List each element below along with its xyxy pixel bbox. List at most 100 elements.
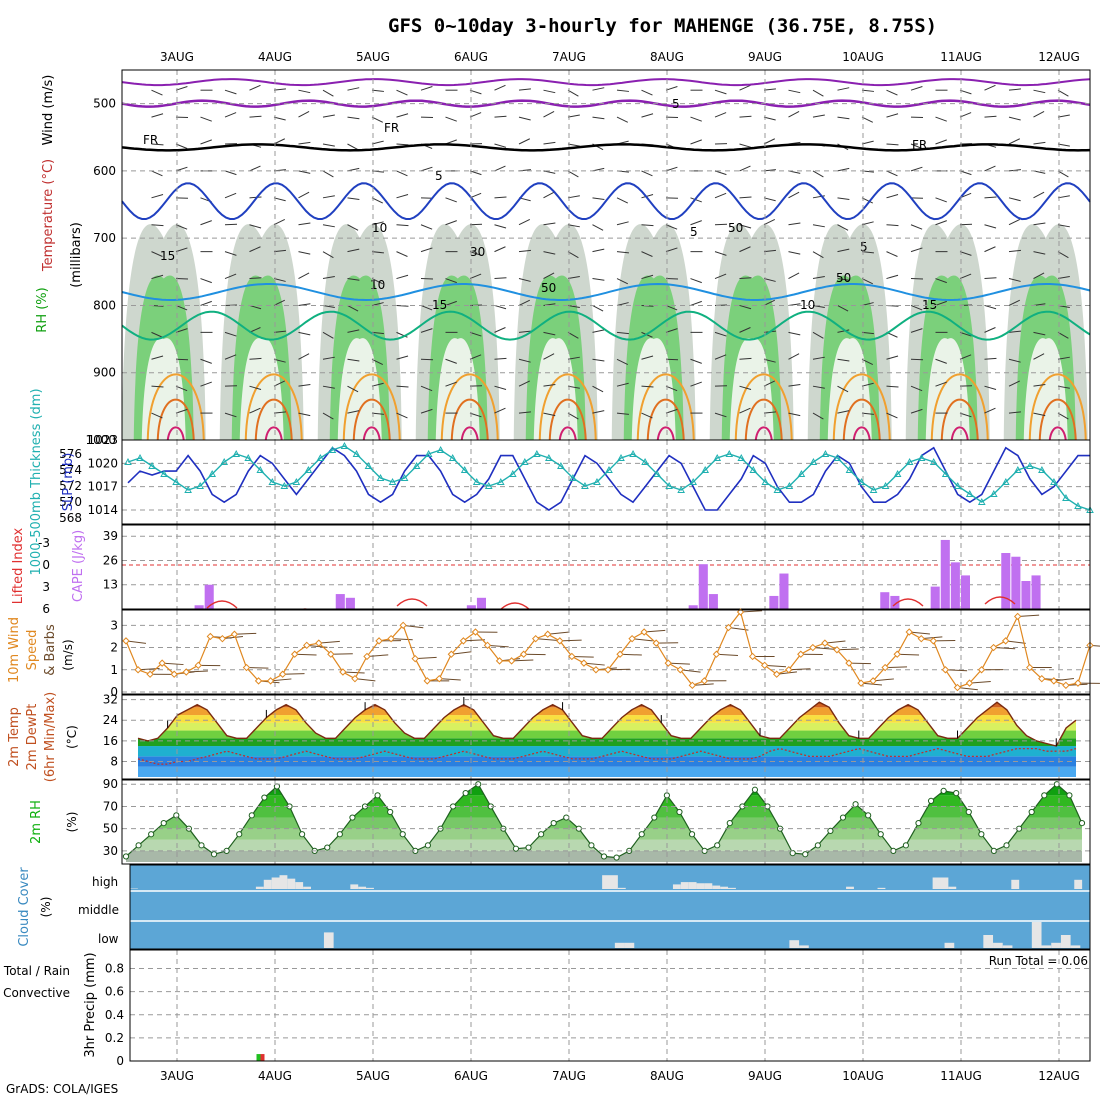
wind-barb bbox=[396, 143, 409, 146]
li-tick-label: 3 bbox=[42, 580, 50, 594]
wind-barb bbox=[837, 87, 850, 91]
wind-speed-marker bbox=[483, 641, 492, 650]
wind-barb bbox=[959, 89, 972, 95]
wind-barb bbox=[1033, 191, 1045, 199]
wind-barb bbox=[935, 381, 947, 387]
temp-tick-label: 24 bbox=[103, 713, 118, 727]
wind-barb bbox=[739, 84, 751, 91]
wind-barb bbox=[714, 192, 727, 199]
cloud-bar-high bbox=[602, 875, 610, 889]
wind-barb bbox=[984, 246, 996, 253]
wind-barb bbox=[776, 671, 798, 675]
wind-barb bbox=[186, 670, 208, 673]
isotherm-25 bbox=[744, 398, 783, 441]
wind-barb bbox=[494, 407, 506, 414]
thickness-tick-label: 568 bbox=[59, 511, 82, 525]
wind-barb bbox=[1053, 677, 1075, 682]
rh-tick-label: 70 bbox=[103, 799, 118, 813]
thickness-marker bbox=[520, 457, 529, 465]
wind-barb bbox=[935, 278, 947, 284]
wind-barb bbox=[592, 329, 605, 333]
isotherm-30 bbox=[460, 426, 479, 441]
date-label-top: 12AUG bbox=[1038, 50, 1080, 64]
cloud-bar-high bbox=[366, 887, 374, 889]
wind-barb bbox=[246, 667, 269, 669]
wind-barb bbox=[1057, 251, 1069, 259]
wind-speed-marker bbox=[435, 674, 444, 683]
wind-speed-marker bbox=[266, 677, 275, 685]
cloud-bar-high bbox=[932, 877, 941, 889]
cape-tick-label: 13 bbox=[103, 578, 118, 592]
rh-marker bbox=[387, 808, 394, 816]
wind-barb bbox=[959, 112, 972, 118]
thickness-marker bbox=[869, 485, 878, 493]
rh-marker bbox=[827, 827, 834, 834]
legend-total-rain: Total / Rain bbox=[3, 964, 70, 978]
wind-axis-label-2: Speed bbox=[25, 630, 40, 671]
wind-barb bbox=[984, 224, 997, 229]
pressure-tick-label: 700 bbox=[93, 231, 116, 245]
li-line bbox=[499, 602, 531, 611]
wind-barb bbox=[571, 655, 594, 658]
thickness-marker bbox=[316, 453, 325, 461]
wind-barb bbox=[910, 408, 923, 414]
wind-barb bbox=[543, 272, 555, 279]
thickness-marker bbox=[701, 465, 710, 473]
thickness-marker bbox=[761, 477, 770, 485]
wind-barb bbox=[1008, 88, 1021, 91]
wind-barb bbox=[249, 165, 261, 172]
wind-barb bbox=[200, 358, 212, 364]
rh-marker bbox=[600, 853, 608, 860]
wind-speed-marker bbox=[411, 654, 419, 663]
temp-axis-label-2: 2m DewPt bbox=[25, 704, 40, 771]
wind-barb bbox=[200, 116, 212, 122]
cloud-bar-high bbox=[696, 883, 705, 889]
wind-barb bbox=[592, 305, 604, 312]
wind-barb bbox=[788, 251, 801, 255]
wind-speed-marker bbox=[122, 637, 130, 645]
wind-barb bbox=[714, 251, 727, 256]
wind-speed-marker bbox=[881, 663, 889, 672]
wind-barb bbox=[812, 170, 824, 178]
isotherm-20 bbox=[734, 373, 793, 441]
wind-barb bbox=[959, 170, 972, 176]
wind-barb bbox=[342, 671, 365, 674]
date-label-top: 8AUG bbox=[650, 50, 684, 64]
thickness-marker bbox=[508, 469, 517, 477]
contour-label: 5 bbox=[690, 225, 698, 239]
wind-barb bbox=[714, 331, 727, 337]
wind-speed-marker bbox=[363, 652, 371, 661]
wind-speed-marker bbox=[893, 650, 901, 658]
wind-barb bbox=[273, 278, 286, 282]
wind-barb bbox=[665, 224, 678, 230]
wind-barb bbox=[371, 331, 384, 335]
wind-barb bbox=[175, 385, 188, 392]
wind-barb bbox=[322, 251, 334, 259]
wind-barb bbox=[788, 384, 801, 387]
isotherm-20 bbox=[1028, 373, 1087, 441]
wind-speed-marker bbox=[146, 670, 154, 678]
pressure-tick-label: 800 bbox=[93, 298, 116, 312]
wind-barb bbox=[837, 248, 850, 253]
thickness-tick-label: 572 bbox=[59, 479, 82, 493]
wind-barb bbox=[1033, 353, 1045, 360]
thickness-marker bbox=[593, 477, 601, 485]
thickness-marker bbox=[1050, 477, 1058, 485]
wind-barb bbox=[222, 636, 243, 640]
date-label-bottom: 6AUG bbox=[454, 1069, 488, 1083]
wind-barb bbox=[910, 85, 923, 91]
wind-barb bbox=[616, 412, 629, 415]
wind-barb bbox=[391, 638, 413, 641]
isotherm-5 bbox=[121, 182, 1091, 221]
wind-barb bbox=[249, 224, 262, 229]
thickness-marker bbox=[977, 497, 986, 505]
cloud-bar-high bbox=[680, 882, 689, 889]
wind-barb bbox=[592, 87, 605, 91]
slp-axis-label: SLP (mb) bbox=[61, 453, 76, 512]
thickness-marker bbox=[1038, 465, 1046, 473]
wind-barb bbox=[371, 170, 384, 173]
wind-speed-marker bbox=[158, 659, 166, 667]
wind-barb bbox=[543, 191, 555, 199]
pressure-tick-label: 900 bbox=[93, 366, 116, 380]
wind-barb bbox=[665, 328, 678, 333]
